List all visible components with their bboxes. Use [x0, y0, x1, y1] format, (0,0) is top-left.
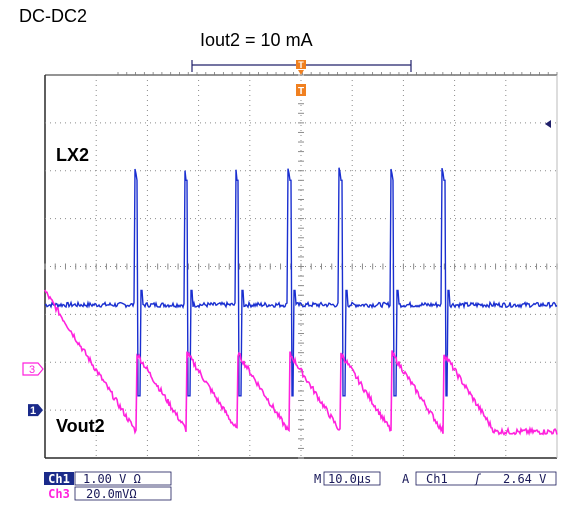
ch1-value: 1.00 V Ω: [83, 472, 141, 486]
graticule: [44, 72, 558, 459]
ch1-marker-icon: [28, 404, 43, 417]
trigger-box: [415, 471, 557, 486]
document-title: DC-DC2: [19, 6, 88, 26]
ch3-value: 20.0mVΩ: [86, 487, 137, 501]
trigger-arrow-icon: [298, 70, 304, 75]
trigger-position-icon: [296, 60, 306, 69]
ch3-marker-icon: [22, 362, 44, 376]
ch3-chip-label: Ch3: [48, 487, 70, 501]
series-label-vout2: Vout2: [56, 416, 105, 436]
timebase-box: [323, 471, 381, 486]
trigger-channel: Ch1: [426, 472, 448, 486]
status-bar: Ch1 1.00 V Ω Ch3 20.0mVΩ M 10.0µs A Ch1 ʃ 2.64 V: [44, 471, 557, 501]
trigger-slope-icon: ʃ: [474, 472, 481, 486]
ch3-chip-bg: [44, 487, 74, 500]
series-line-lx2: [44, 167, 558, 397]
trigger-mode: A: [402, 472, 410, 486]
ch3-value-box: [74, 486, 172, 501]
series-label-lx2: LX2: [56, 145, 89, 165]
cursor-bar: TT: [191, 60, 551, 128]
series-line-vout2: [44, 289, 558, 436]
ch1-value-box: [74, 471, 172, 486]
trigger-position-label: T: [298, 60, 304, 70]
waveforms: [44, 167, 558, 436]
timebase-value: 10.0µs: [328, 472, 371, 486]
ch1-marker-label: 1: [30, 405, 36, 417]
condition-label: Iout2 = 10 mA: [200, 30, 313, 50]
trigger-time-icon: [296, 84, 306, 96]
ch3-marker-label: 3: [29, 364, 35, 376]
trigger-level-icon: [545, 120, 551, 128]
trigger-level: 2.64 V: [503, 472, 546, 486]
trigger-time-label: T: [298, 86, 304, 97]
ch1-chip-label: Ch1: [48, 472, 70, 486]
ch1-chip-bg: [44, 472, 74, 485]
channel-markers: 13: [22, 362, 44, 417]
timebase-prefix: M: [314, 472, 321, 486]
